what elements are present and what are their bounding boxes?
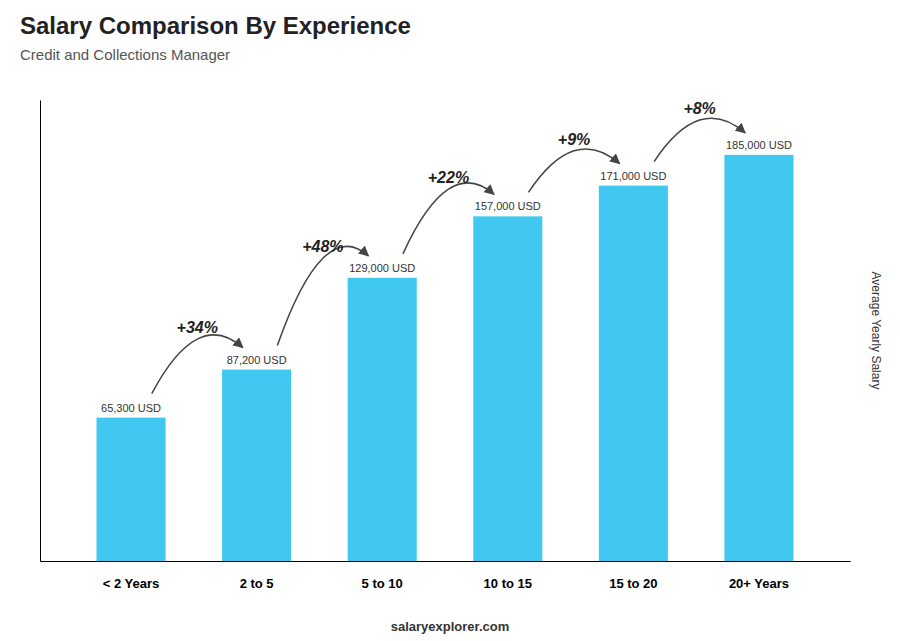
- annotation: +48%: [302, 238, 343, 255]
- annotation-arrow: [152, 335, 243, 394]
- annotation-arrow: [654, 118, 745, 161]
- x-tick-label: 20+ Years: [729, 576, 789, 591]
- x-tick: 2 to 5: [240, 576, 274, 591]
- bar: [97, 418, 166, 561]
- footer-part: explorer.com: [428, 619, 509, 634]
- x-axis-line: [41, 561, 851, 562]
- annotation: +9%: [558, 131, 590, 148]
- chart: Salary Comparison By Experience Credit an…: [0, 0, 900, 641]
- annotation: +34%: [177, 319, 218, 336]
- data-labels: 65,300 USD 87,200 USD 129,000 USD 157,000 U…: [101, 139, 792, 414]
- bar: [348, 278, 417, 561]
- plot: < 2 Years 2 to 5 5 to 10 10 to 15 15 to 20 20…: [41, 100, 851, 591]
- x-axis: < 2 Years 2 to 5 5 to 10 10 to 15 15 to 20 20…: [41, 562, 851, 592]
- bar: [473, 216, 542, 561]
- y-axis: [40, 101, 41, 562]
- annotation: +22%: [428, 169, 469, 186]
- x-tick-label: 10 to 15: [484, 576, 532, 591]
- annotation: +8%: [683, 100, 715, 117]
- data-label: 65,300 USD: [101, 402, 161, 414]
- x-tick-label: 15 to 20: [609, 576, 657, 591]
- x-tick: 10 to 15: [484, 576, 532, 591]
- data-label: 171,000 USD: [600, 170, 666, 182]
- bar: [222, 370, 291, 561]
- bars: [97, 155, 794, 561]
- data-label: 157,000 USD: [475, 200, 541, 212]
- x-tick: 15 to 20: [609, 576, 657, 591]
- y-axis-title: Average Yearly Salary: [869, 272, 883, 390]
- annotation-arrow: [277, 246, 368, 345]
- data-label: 87,200 USD: [227, 354, 287, 366]
- x-tick: 20+ Years: [729, 576, 789, 591]
- x-tick-label: 2 to 5: [240, 576, 274, 591]
- annotations: +34% +48% +22% +9% +8%: [152, 100, 745, 394]
- data-label: 185,000 USD: [726, 139, 792, 151]
- x-tick-label: 5 to 10: [362, 576, 403, 591]
- data-label: 129,000 USD: [349, 262, 415, 274]
- x-tick: < 2 Years: [103, 576, 160, 591]
- footer: salaryexplorer.com: [391, 619, 510, 634]
- x-tick-label: < 2 Years: [103, 576, 160, 591]
- title: Salary Comparison By Experience: [20, 12, 411, 39]
- bar: [599, 186, 668, 561]
- subtitle: Credit and Collections Manager: [20, 46, 230, 63]
- bar: [724, 155, 793, 561]
- footer-part: salary: [391, 619, 429, 634]
- annotation-arrow: [529, 149, 620, 192]
- y-axis-line: [40, 101, 41, 562]
- x-tick: 5 to 10: [362, 576, 403, 591]
- annotation-arrow: [403, 183, 494, 254]
